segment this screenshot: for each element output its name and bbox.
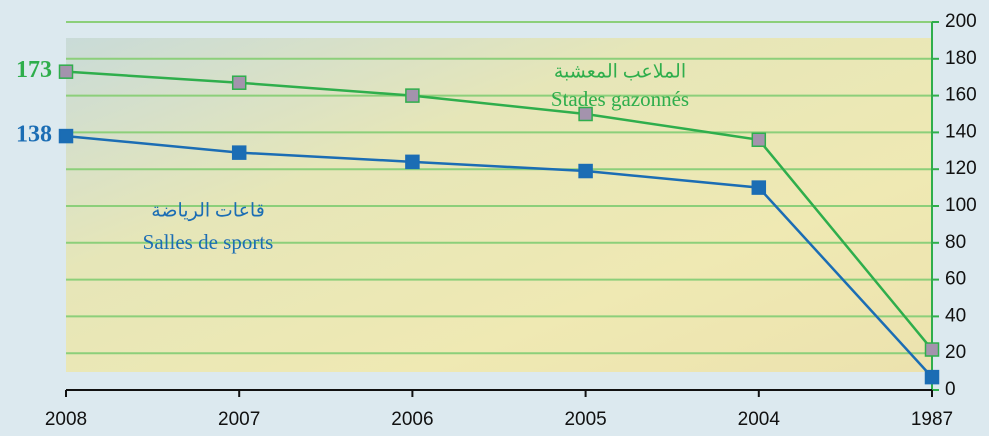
marker	[405, 88, 420, 103]
y-tick-label: 20	[945, 342, 966, 363]
marker	[231, 145, 247, 160]
marker	[924, 342, 940, 357]
marker	[58, 128, 74, 144]
y-tick-label: 60	[945, 269, 966, 290]
marker	[578, 163, 593, 179]
marker	[751, 132, 767, 148]
y-tick-label: 120	[945, 158, 977, 179]
y-tick-label: 180	[945, 48, 977, 69]
y-tick-label: 100	[945, 195, 977, 216]
legend-label: Stades gazonnés	[551, 87, 689, 111]
x-tick-label: 1987	[911, 409, 953, 430]
y-tick-label: 40	[945, 305, 966, 326]
legend-label: Salles de sports	[143, 230, 274, 254]
marker	[751, 180, 767, 195]
marker	[58, 64, 74, 79]
x-tick-label: 2007	[218, 409, 260, 430]
x-tick-label: 2008	[45, 409, 87, 430]
y-tick-label: 80	[945, 232, 966, 253]
x-tick-label: 2004	[738, 409, 781, 430]
legend-label-ar: الملاعب المعشبة	[554, 61, 686, 82]
data-label: 173	[16, 57, 52, 83]
x-tick-label: 2005	[564, 409, 606, 430]
series-line	[65, 134, 933, 378]
series-line	[65, 70, 933, 351]
legend-label-ar: قاعات الرياضة	[151, 200, 265, 221]
marker	[578, 106, 593, 122]
marker	[405, 154, 420, 170]
x-tick-label: 2006	[391, 409, 433, 430]
y-tick-label: 160	[945, 85, 977, 106]
marker	[231, 75, 247, 90]
y-tick-label: 140	[945, 121, 977, 142]
y-tick-label: 0	[945, 379, 956, 400]
data-label: 138	[16, 122, 52, 148]
marker	[924, 369, 940, 385]
y-tick-label: 200	[945, 11, 977, 32]
